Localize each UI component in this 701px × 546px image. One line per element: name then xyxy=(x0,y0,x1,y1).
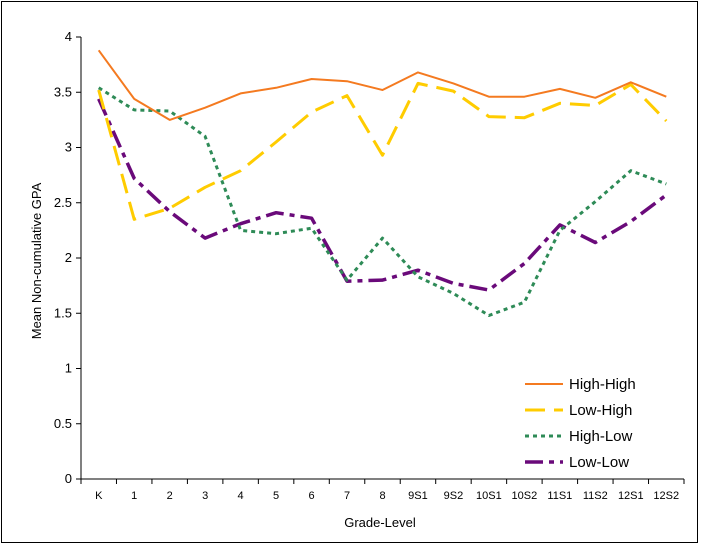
y-tick-label: 0 xyxy=(65,471,72,486)
legend-label-low-low: Low-Low xyxy=(569,454,629,471)
x-tick-label: 5 xyxy=(273,490,279,502)
x-tick-label: 4 xyxy=(238,490,244,502)
y-tick-label: 0.5 xyxy=(54,416,72,431)
x-axis: K 1 2 3 4 5 6 7 8 9S1 9S2 10S1 10S2 11S1 11S2 12S1 12S2 xyxy=(80,478,685,502)
x-tick-label: 2 xyxy=(167,490,173,502)
x-tick-label: 10S2 xyxy=(512,490,538,502)
x-tick-label: 7 xyxy=(344,490,350,502)
legend-label-low-high: Low-High xyxy=(569,402,632,419)
series-line-low-low xyxy=(97,98,668,292)
x-tick-label: 9S2 xyxy=(444,490,464,502)
x-tick-label: 11S2 xyxy=(583,490,608,502)
x-tick-label: 9S1 xyxy=(408,490,428,502)
x-tick-label: 3 xyxy=(202,490,208,502)
x-tick-label: 6 xyxy=(308,490,314,502)
legend-label-high-low: High-Low xyxy=(569,428,633,445)
x-tick-label: 12S1 xyxy=(618,490,644,502)
series-line-low-high xyxy=(97,81,668,221)
x-tick-label: 8 xyxy=(379,490,385,502)
series-line-high-high xyxy=(97,49,667,121)
y-tick-label: 2.5 xyxy=(54,195,72,210)
y-tick-label: 3 xyxy=(65,140,72,155)
legend: High-High Low-High High-Low Low-Low xyxy=(525,376,636,471)
y-tick-label: 1.5 xyxy=(54,305,72,320)
series-line-high-low xyxy=(97,86,667,317)
y-tick-label: 3.5 xyxy=(54,84,72,99)
y-axis: 0 0.5 1 1.5 2 2.5 3 3.5 4 xyxy=(54,29,82,486)
x-tick-label: 10S1 xyxy=(476,490,502,502)
y-tick-label: 2 xyxy=(65,250,72,265)
x-tick-label: 11S1 xyxy=(547,490,572,502)
y-axis-title: Mean Non-cumulative GPA xyxy=(29,182,44,339)
x-tick-label: 1 xyxy=(131,490,137,502)
x-tick-label: K xyxy=(95,490,103,502)
series-layer xyxy=(97,49,668,317)
y-tick-label: 4 xyxy=(65,29,72,44)
x-axis-title: Grade-Level xyxy=(344,515,416,530)
legend-label-high-high: High-High xyxy=(569,376,636,393)
x-tick-label: 12S2 xyxy=(653,490,679,502)
y-tick-label: 1 xyxy=(65,361,72,376)
